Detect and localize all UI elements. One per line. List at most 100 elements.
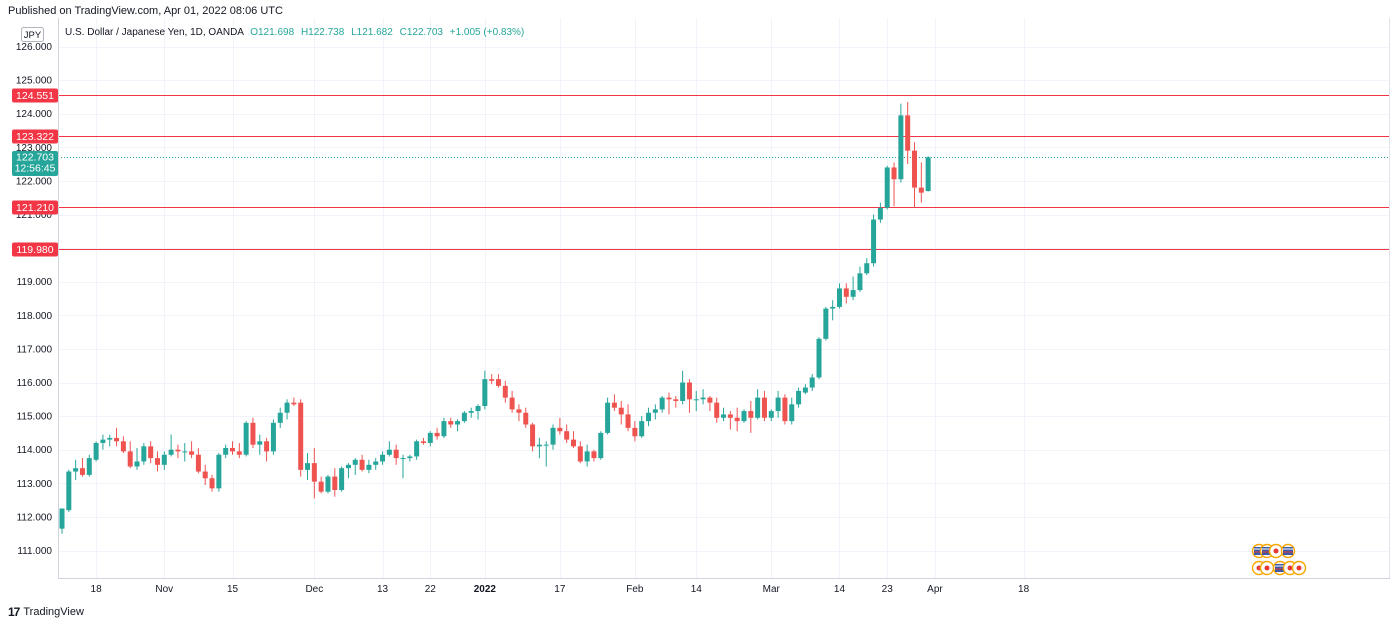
candle[interactable]: [243, 421, 249, 457]
candle[interactable]: [605, 397, 611, 435]
candle[interactable]: [871, 214, 877, 267]
candle[interactable]: [659, 395, 665, 413]
candle[interactable]: [461, 411, 467, 423]
candle[interactable]: [400, 454, 406, 479]
candle[interactable]: [564, 424, 570, 443]
candle[interactable]: [523, 407, 529, 428]
candle[interactable]: [66, 469, 72, 512]
candle[interactable]: [175, 444, 181, 459]
candle[interactable]: [195, 448, 201, 474]
candle[interactable]: [782, 394, 788, 425]
candle[interactable]: [277, 407, 283, 428]
candle[interactable]: [693, 390, 699, 412]
candle[interactable]: [598, 431, 604, 460]
candle[interactable]: [182, 442, 188, 462]
candle[interactable]: [557, 417, 563, 435]
candle[interactable]: [393, 444, 399, 465]
candle[interactable]: [550, 424, 556, 450]
candle[interactable]: [482, 370, 488, 410]
candle[interactable]: [79, 458, 85, 477]
candle[interactable]: [502, 380, 508, 403]
candle[interactable]: [420, 437, 426, 445]
candle[interactable]: [721, 407, 727, 422]
candle[interactable]: [257, 434, 263, 455]
candle[interactable]: [339, 466, 345, 492]
candle[interactable]: [352, 458, 358, 475]
candle[interactable]: [202, 464, 208, 485]
candle[interactable]: [114, 427, 120, 447]
candle[interactable]: [686, 379, 692, 413]
candle[interactable]: [898, 103, 904, 183]
candle[interactable]: [700, 389, 706, 405]
candle[interactable]: [802, 384, 808, 395]
candle[interactable]: [305, 453, 311, 480]
candle[interactable]: [291, 397, 297, 407]
candle[interactable]: [407, 454, 413, 462]
candle[interactable]: [830, 300, 836, 321]
candle[interactable]: [809, 374, 815, 391]
candle[interactable]: [584, 444, 590, 467]
candle[interactable]: [775, 390, 781, 418]
candle[interactable]: [591, 449, 597, 462]
candle[interactable]: [448, 417, 454, 428]
jp-flag-event-icon[interactable]: [1268, 543, 1284, 559]
candle[interactable]: [632, 421, 638, 442]
candle[interactable]: [577, 441, 583, 464]
candle[interactable]: [611, 394, 617, 412]
candle[interactable]: [639, 416, 645, 438]
candle[interactable]: [386, 441, 392, 457]
candle[interactable]: [734, 407, 740, 432]
candle[interactable]: [666, 392, 672, 415]
candle[interactable]: [796, 387, 802, 408]
candle[interactable]: [509, 390, 515, 413]
candle[interactable]: [107, 434, 113, 447]
candle[interactable]: [823, 306, 829, 341]
candle[interactable]: [571, 431, 576, 449]
candle[interactable]: [680, 370, 686, 405]
candle[interactable]: [86, 454, 92, 477]
candle[interactable]: [270, 419, 276, 455]
candle[interactable]: [264, 437, 270, 462]
candle[interactable]: [925, 156, 931, 192]
candle[interactable]: [59, 508, 65, 534]
candle[interactable]: [359, 454, 365, 472]
candle[interactable]: [836, 283, 842, 309]
jp-flag-event-icon[interactable]: [1291, 560, 1307, 576]
candle[interactable]: [100, 434, 106, 450]
candle[interactable]: [127, 441, 133, 469]
candle[interactable]: [912, 142, 917, 208]
candle[interactable]: [864, 258, 870, 275]
candle[interactable]: [414, 439, 420, 460]
candle[interactable]: [373, 458, 379, 470]
candle[interactable]: [366, 459, 372, 474]
candle[interactable]: [761, 390, 767, 422]
candle[interactable]: [298, 399, 304, 477]
candle[interactable]: [741, 409, 747, 423]
candle[interactable]: [325, 474, 331, 494]
candle[interactable]: [646, 407, 652, 427]
us-flag-event-icon[interactable]: [1280, 543, 1296, 559]
candle[interactable]: [93, 441, 99, 462]
candle[interactable]: [189, 441, 195, 459]
candle[interactable]: [673, 395, 679, 408]
economic-events[interactable]: [1251, 543, 1307, 576]
candle[interactable]: [134, 448, 140, 470]
candle[interactable]: [652, 404, 658, 420]
jp-flag-event-icon[interactable]: [1259, 560, 1275, 576]
candle[interactable]: [816, 337, 822, 380]
candle[interactable]: [154, 451, 160, 472]
candle[interactable]: [223, 444, 229, 459]
candle[interactable]: [707, 395, 713, 412]
candle[interactable]: [543, 441, 549, 467]
candle[interactable]: [427, 431, 433, 447]
candle[interactable]: [714, 397, 720, 423]
tradingview-logo[interactable]: 17 TradingView: [8, 605, 84, 619]
candle[interactable]: [755, 389, 761, 420]
candle[interactable]: [891, 162, 897, 207]
candle[interactable]: [441, 417, 447, 438]
candle[interactable]: [625, 404, 631, 432]
candle[interactable]: [530, 422, 536, 452]
candle[interactable]: [489, 374, 495, 385]
candle[interactable]: [468, 407, 474, 418]
